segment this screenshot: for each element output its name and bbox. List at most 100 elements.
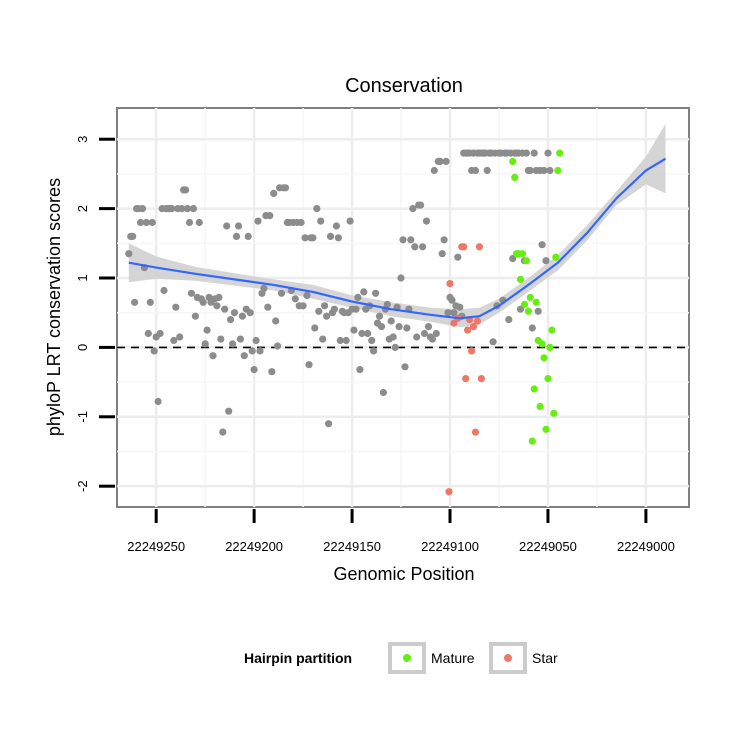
- x-tick-label: 22249200: [225, 539, 283, 554]
- point-other: [260, 284, 268, 292]
- point-other: [352, 305, 360, 313]
- point-other: [203, 326, 211, 334]
- point-other: [317, 217, 325, 225]
- point-other: [305, 361, 313, 369]
- legend-title: Hairpin partition: [244, 650, 352, 666]
- point-other: [417, 201, 425, 209]
- point-other: [403, 324, 411, 332]
- point-mature: [556, 149, 564, 157]
- point-mature: [528, 437, 536, 445]
- y-axis-ticks: -2 -1 0 1 2 3: [75, 136, 115, 492]
- point-other: [185, 218, 194, 227]
- point-other: [440, 236, 448, 244]
- point-other: [209, 352, 217, 360]
- x-tick-label: 22249050: [519, 539, 577, 554]
- point-other: [471, 166, 480, 175]
- point-mature: [518, 250, 527, 258]
- point-star: [477, 375, 485, 383]
- point-other: [154, 397, 162, 406]
- y-tick-label: -1: [75, 411, 90, 423]
- point-mature: [530, 385, 538, 393]
- point-other: [323, 312, 331, 320]
- point-other: [274, 342, 282, 350]
- point-other: [395, 323, 403, 331]
- legend-dot-mature: [403, 654, 411, 662]
- point-other: [483, 166, 491, 175]
- point-other: [191, 312, 199, 320]
- point-mature: [542, 425, 550, 433]
- point-mature: [554, 166, 562, 175]
- point-other: [411, 243, 419, 251]
- point-other: [450, 309, 458, 317]
- point-other: [422, 217, 431, 225]
- point-other: [420, 329, 429, 338]
- point-other: [534, 307, 542, 315]
- point-mature: [550, 409, 558, 417]
- point-other: [156, 329, 164, 338]
- point-other: [542, 257, 550, 265]
- point-star: [462, 375, 470, 383]
- point-other: [419, 243, 427, 251]
- point-star: [468, 347, 476, 355]
- point-other: [368, 336, 376, 345]
- point-other: [199, 298, 207, 306]
- point-other: [229, 340, 237, 348]
- point-other: [160, 286, 168, 295]
- x-tick-label: 22249150: [323, 539, 381, 554]
- x-tick-label: 22249100: [421, 539, 479, 554]
- point-other: [448, 296, 456, 304]
- point-other: [442, 157, 450, 165]
- point-other: [350, 326, 358, 334]
- point-other: [217, 335, 225, 343]
- point-other: [444, 309, 452, 317]
- y-tick-label: 1: [75, 274, 90, 281]
- point-other: [372, 289, 380, 297]
- point-other: [389, 333, 397, 341]
- legend-dot-star: [504, 654, 512, 662]
- smooth-line: [128, 157, 667, 320]
- point-other: [215, 293, 223, 301]
- point-other: [424, 323, 433, 331]
- point-other: [383, 300, 391, 308]
- point-other: [325, 420, 333, 428]
- point-other: [187, 289, 195, 297]
- point-other: [377, 323, 386, 331]
- point-other: [528, 324, 536, 332]
- point-other: [172, 303, 180, 311]
- point-other: [195, 218, 203, 227]
- point-other: [178, 205, 186, 213]
- point-other: [219, 428, 227, 436]
- point-other: [252, 336, 260, 345]
- point-other: [125, 250, 133, 258]
- point-other: [330, 305, 338, 313]
- point-other: [234, 222, 243, 230]
- point-other: [182, 186, 190, 194]
- point-other: [407, 236, 415, 244]
- point-other: [456, 303, 464, 311]
- x-axis-ticks: 22249250 22249200 22249150 22249100 22249050…: [127, 509, 675, 554]
- point-mature: [511, 173, 519, 181]
- point-other: [309, 234, 317, 242]
- point-star: [475, 243, 483, 251]
- point-other: [489, 338, 497, 346]
- data-points: [125, 149, 564, 496]
- point-mature: [538, 340, 546, 348]
- point-other: [277, 289, 286, 297]
- point-other: [358, 329, 366, 338]
- point-other: [221, 305, 229, 313]
- point-mature: [522, 257, 531, 265]
- point-other: [432, 329, 440, 338]
- point-mature: [540, 354, 548, 362]
- point-other: [360, 288, 368, 296]
- point-other: [342, 336, 350, 345]
- point-star: [460, 243, 468, 251]
- y-tick-label: 3: [75, 136, 90, 143]
- point-star: [469, 323, 478, 331]
- y-tick-label: 0: [75, 344, 90, 351]
- point-other: [303, 291, 311, 299]
- point-other: [387, 317, 395, 325]
- point-other: [138, 205, 147, 213]
- point-mature: [544, 375, 552, 383]
- point-other: [409, 205, 417, 213]
